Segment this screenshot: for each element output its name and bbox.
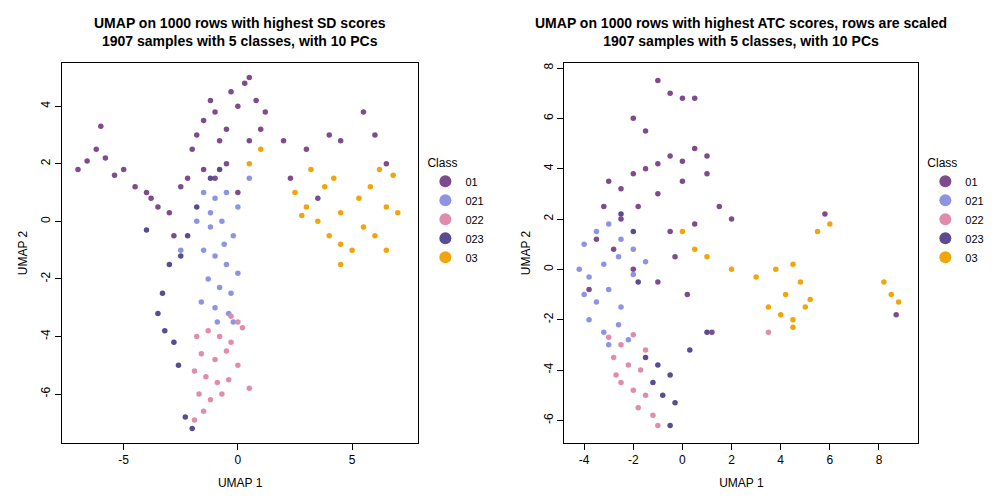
svg-text:Class: Class <box>927 156 957 170</box>
svg-text:UMAP 2: UMAP 2 <box>519 230 533 275</box>
svg-text:UMAP 1: UMAP 1 <box>719 476 764 490</box>
svg-text:4: 4 <box>542 163 556 170</box>
svg-text:01: 01 <box>465 176 477 188</box>
svg-text:-6: -6 <box>542 413 556 424</box>
svg-text:-6: -6 <box>39 387 53 398</box>
svg-text:UMAP 1: UMAP 1 <box>218 476 263 490</box>
svg-text:2: 2 <box>39 158 53 165</box>
svg-text:2: 2 <box>542 214 556 221</box>
svg-text:-4: -4 <box>579 453 590 467</box>
svg-text:-4: -4 <box>542 363 556 374</box>
svg-text:021: 021 <box>965 195 983 207</box>
svg-text:4: 4 <box>777 453 784 467</box>
svg-text:UMAP 2: UMAP 2 <box>16 230 30 275</box>
svg-text:-2: -2 <box>628 453 639 467</box>
svg-text:-2: -2 <box>542 312 556 323</box>
svg-text:022: 022 <box>465 214 483 226</box>
svg-text:-4: -4 <box>39 329 53 340</box>
svg-text:2: 2 <box>728 453 735 467</box>
svg-text:8: 8 <box>542 63 556 70</box>
svg-text:6: 6 <box>826 453 833 467</box>
svg-text:023: 023 <box>465 233 483 245</box>
svg-text:0: 0 <box>39 216 53 223</box>
svg-text:4: 4 <box>39 101 53 108</box>
svg-text:6: 6 <box>542 113 556 120</box>
svg-text:023: 023 <box>965 233 983 245</box>
svg-text:-5: -5 <box>118 453 129 467</box>
svg-text:0: 0 <box>542 264 556 271</box>
svg-text:Class: Class <box>427 156 457 170</box>
svg-text:03: 03 <box>465 252 477 264</box>
svg-text:0: 0 <box>235 453 242 467</box>
svg-text:0: 0 <box>679 453 686 467</box>
svg-text:03: 03 <box>965 252 977 264</box>
svg-text:UMAP on 1000 rows with highest: UMAP on 1000 rows with highest ATC score… <box>535 15 947 49</box>
svg-text:01: 01 <box>965 176 977 188</box>
svg-text:8: 8 <box>876 453 883 467</box>
svg-text:021: 021 <box>465 195 483 207</box>
svg-text:022: 022 <box>965 214 983 226</box>
svg-text:5: 5 <box>349 453 356 467</box>
svg-text:-2: -2 <box>39 271 53 282</box>
svg-text:UMAP on 1000 rows with highest: UMAP on 1000 rows with highest SD scores… <box>94 15 386 49</box>
